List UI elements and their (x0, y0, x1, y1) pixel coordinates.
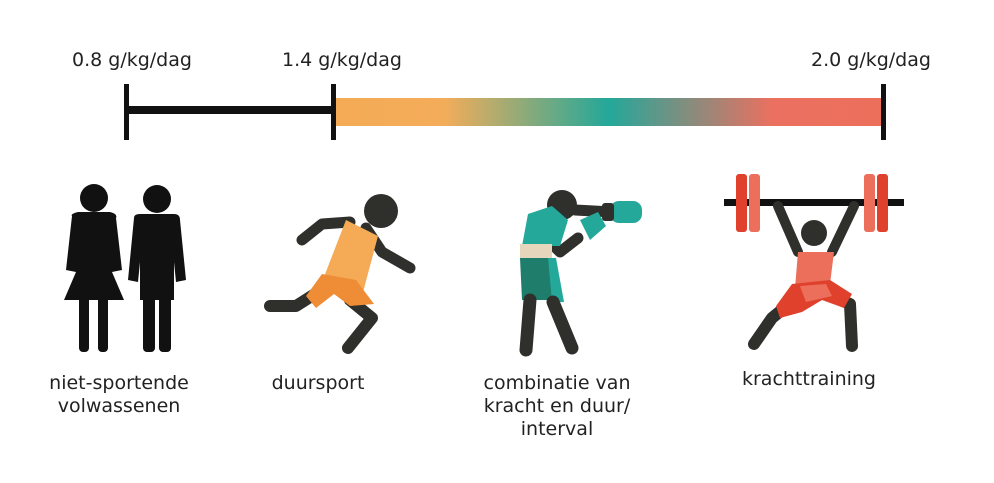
scale-label-low: 0.8 g/kg/dag (72, 49, 192, 71)
people-icon (64, 184, 186, 352)
scale-label-high: 2.0 g/kg/dag (811, 49, 931, 71)
boxer-icon (519, 190, 642, 357)
scale-bar-gradient-segment (334, 98, 883, 126)
caption-strength: krachttraining (741, 368, 876, 390)
scale-bar-black-segment (126, 106, 334, 114)
scale-bar (124, 84, 886, 140)
scale-tick-low (124, 84, 129, 140)
scale-label-mid: 1.4 g/kg/dag (282, 49, 402, 71)
scale-tick-mid (331, 84, 336, 140)
weightlifter-icon (724, 174, 904, 352)
scale-tick-high (881, 84, 886, 140)
runner-icon (264, 194, 416, 354)
caption-endurance: duursport (271, 372, 365, 394)
caption-non-athletic: niet-sportende volwassenen (49, 372, 189, 417)
caption-combination: combinatie van kracht en duur/ interval (483, 372, 631, 440)
